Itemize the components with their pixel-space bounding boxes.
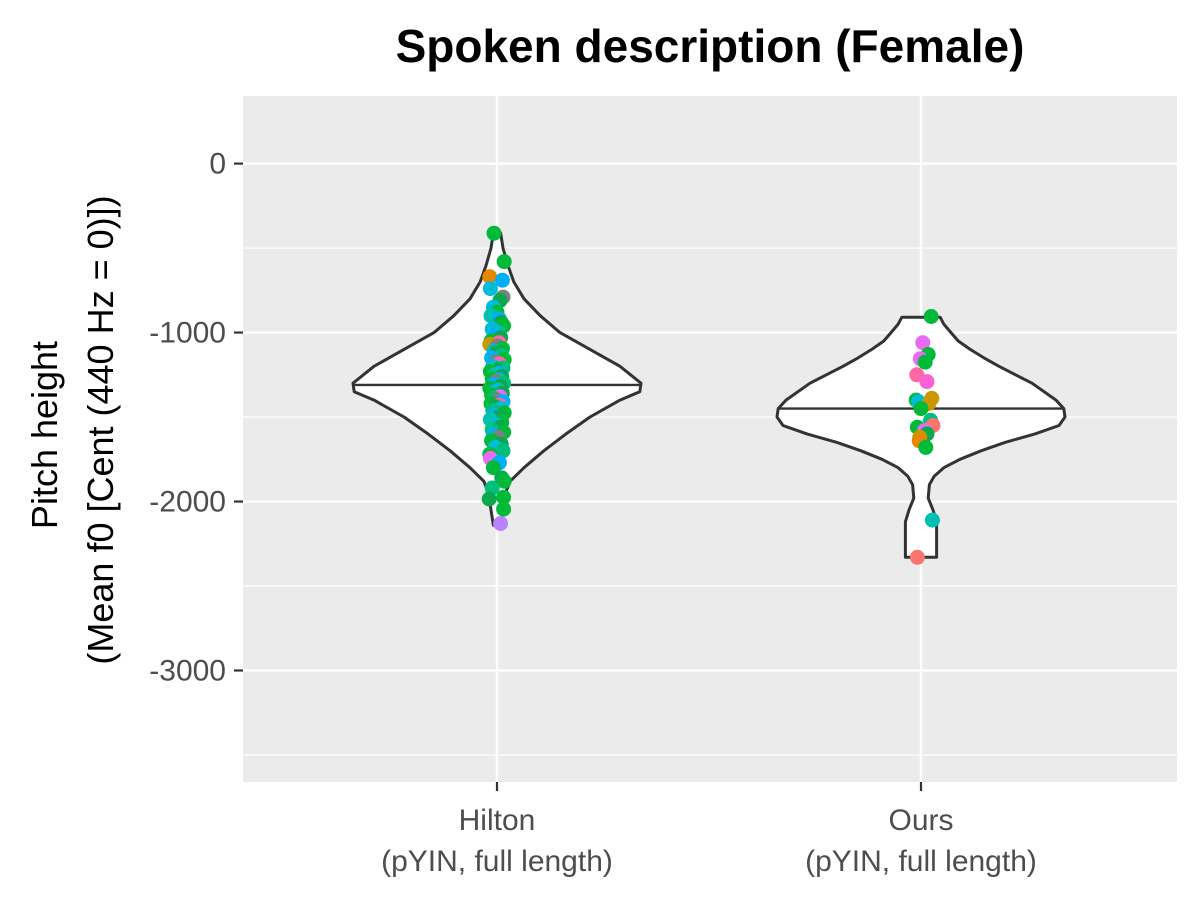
y-tick-label: -2000 [149, 486, 226, 519]
data-point [923, 309, 939, 324]
data-point [913, 401, 929, 417]
y-axis-title-line2: (Mean f0 [Cent (440 Hz = 0)]) [80, 195, 121, 664]
data-point [496, 473, 512, 489]
data-point [915, 335, 931, 351]
y-tick-label: -3000 [149, 654, 226, 687]
data-point [494, 272, 510, 288]
axis-layer: 0 -1000 -2000 -3000 Hilton (pYIN, full length… [149, 148, 1037, 878]
y-axis-title-line1: Pitch height [24, 341, 65, 529]
data-point [482, 281, 498, 297]
data-point [496, 254, 512, 270]
points-layer [481, 225, 941, 565]
data-point [924, 512, 940, 528]
data-point [481, 491, 497, 507]
x-tick-label-line2: (pYIN, full length) [805, 845, 1037, 878]
data-point [486, 225, 502, 241]
plot-panel [243, 96, 1177, 782]
data-point [485, 460, 501, 476]
data-point [918, 439, 934, 455]
data-point [919, 374, 935, 390]
data-point [917, 354, 933, 370]
data-point [493, 516, 509, 531]
data-point [496, 489, 512, 505]
y-axis-title: Pitch height (Mean f0 [Cent (440 Hz = 0)… [24, 195, 121, 664]
data-point [909, 549, 925, 565]
chart-title: Spoken description (Female) [396, 20, 1025, 72]
x-tick-label-line1: Hilton [459, 804, 536, 837]
y-tick-label: 0 [209, 148, 226, 181]
y-tick-label: -1000 [149, 317, 226, 350]
data-point [482, 269, 498, 285]
x-tick-label-line2: (pYIN, full length) [381, 845, 613, 878]
data-point [495, 443, 511, 459]
data-point [496, 501, 512, 517]
x-tick-label-line1: Ours [888, 804, 953, 837]
